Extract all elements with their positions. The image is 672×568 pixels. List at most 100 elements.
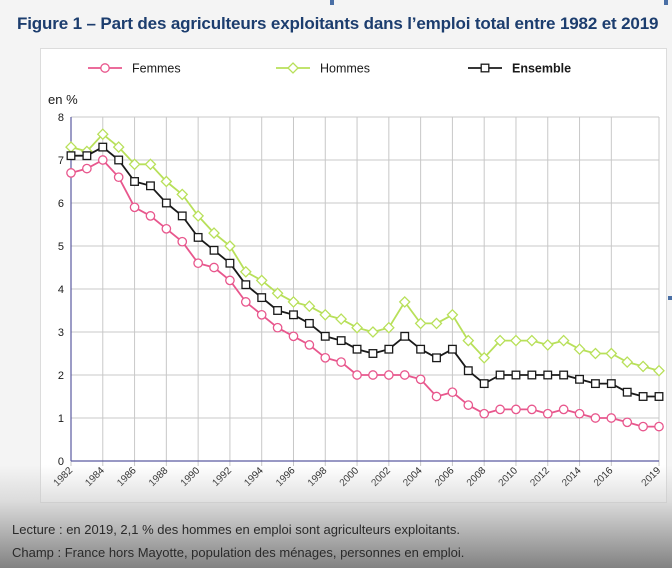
femmes-point bbox=[161, 223, 172, 234]
legend-label: Ensemble bbox=[512, 62, 571, 76]
hommes-point bbox=[621, 356, 634, 369]
ensemble-point bbox=[98, 142, 108, 152]
ensemble-point bbox=[320, 331, 330, 341]
ensemble-point bbox=[225, 258, 235, 268]
ensemble-point bbox=[209, 245, 219, 255]
hommes-point bbox=[351, 321, 363, 334]
legend-item-femmes: Femmes bbox=[88, 62, 181, 76]
x-tick-label: 2002 bbox=[369, 465, 393, 489]
grid bbox=[70, 116, 660, 466]
legend-item-hommes: Hommes bbox=[276, 62, 370, 76]
ensemble-point bbox=[130, 177, 140, 186]
femmes-point bbox=[399, 370, 410, 380]
legend-marker-diamond-icon bbox=[287, 62, 299, 74]
x-tick-label: 2008 bbox=[465, 465, 489, 489]
y-tick-label: 0 bbox=[58, 456, 64, 468]
femmes-point bbox=[288, 331, 299, 342]
ensemble-point bbox=[304, 318, 314, 328]
ensemble-point bbox=[257, 293, 267, 303]
hommes-point bbox=[510, 334, 522, 347]
x-tick-label: 2019 bbox=[640, 465, 664, 489]
ensemble-point bbox=[384, 344, 394, 354]
femmes-point bbox=[431, 391, 442, 402]
ensemble-point bbox=[289, 310, 298, 320]
ensemble-point bbox=[177, 211, 187, 221]
femmes-point bbox=[558, 404, 569, 415]
y-tick-label: 4 bbox=[58, 284, 64, 296]
ensemble-point bbox=[543, 370, 553, 380]
femmes-point bbox=[304, 340, 315, 350]
femmes-point bbox=[129, 202, 140, 213]
femmes-point bbox=[638, 421, 648, 432]
series-hommes bbox=[65, 128, 665, 377]
femmes-point bbox=[415, 374, 426, 385]
ensemble-point bbox=[606, 379, 616, 389]
hommes-point bbox=[192, 209, 205, 222]
legend-label: Femmes bbox=[132, 62, 181, 76]
x-tick-label: 1988 bbox=[147, 465, 171, 489]
x-tick-label: 1996 bbox=[274, 465, 298, 489]
hommes-point bbox=[430, 317, 443, 330]
x-axis-labels: 1982 1984 1986 1988 1990 1992 1994 1996 1998 2000… bbox=[52, 465, 664, 489]
femmes-point bbox=[542, 408, 553, 419]
top-marker bbox=[664, 0, 668, 5]
hommes-point bbox=[382, 321, 395, 334]
ensemble-point bbox=[161, 198, 171, 208]
hommes-point bbox=[367, 326, 379, 338]
hommes-point bbox=[271, 287, 284, 300]
y-tick-label: 7 bbox=[58, 155, 64, 167]
legend-item-ensemble: Ensemble bbox=[468, 62, 571, 76]
ensemble-point bbox=[273, 306, 283, 315]
femmes-point bbox=[479, 408, 490, 419]
hommes-line bbox=[70, 133, 660, 372]
hommes-point bbox=[414, 317, 427, 330]
ensemble-point bbox=[447, 344, 457, 354]
x-tick-label: 2006 bbox=[433, 465, 457, 489]
hommes-point bbox=[573, 343, 586, 356]
legend: Femmes Hommes Ensemble bbox=[88, 62, 571, 76]
ensemble-point bbox=[146, 181, 155, 191]
femmes-point bbox=[240, 297, 251, 307]
ensemble-point bbox=[114, 155, 124, 165]
y-axis-unit-label: en % bbox=[48, 92, 78, 107]
y-tick-label: 5 bbox=[58, 241, 64, 253]
ensemble-point bbox=[590, 379, 600, 389]
femmes-point bbox=[82, 163, 92, 174]
legend-label: Hommes bbox=[320, 62, 370, 76]
hommes-point bbox=[208, 227, 220, 240]
hommes-point bbox=[255, 274, 268, 287]
x-tick-label: 1998 bbox=[306, 465, 330, 489]
femmes-point bbox=[272, 322, 283, 333]
x-tick-label: 1984 bbox=[83, 465, 107, 489]
top-decoration bbox=[0, 0, 672, 5]
side-marker bbox=[668, 296, 672, 300]
hommes-point bbox=[128, 158, 141, 171]
femmes-point bbox=[654, 421, 664, 432]
y-tick-label: 3 bbox=[58, 327, 64, 339]
ensemble-point bbox=[400, 331, 410, 341]
ensemble-point bbox=[622, 387, 632, 397]
x-tick-label: 2010 bbox=[497, 465, 521, 489]
ensemble-line bbox=[71, 146, 659, 398]
legend-marker-square-icon bbox=[480, 63, 490, 73]
y-tick-label: 2 bbox=[58, 370, 64, 382]
femmes-point bbox=[113, 172, 124, 183]
x-tick-label: 2016 bbox=[592, 465, 616, 489]
femmes-point bbox=[336, 357, 347, 367]
femmes-point bbox=[590, 413, 601, 423]
hommes-point bbox=[478, 351, 491, 364]
femmes-point bbox=[193, 258, 203, 269]
figure-title: Figure 1 – Part des agriculteurs exploit… bbox=[17, 14, 659, 33]
y-tick-label: 8 bbox=[58, 112, 64, 124]
top-marker bbox=[330, 0, 334, 5]
hommes-point bbox=[541, 338, 554, 351]
femmes-point bbox=[447, 387, 458, 398]
series-femmes bbox=[66, 155, 664, 432]
femmes-point bbox=[145, 211, 156, 221]
femmes-point bbox=[97, 155, 108, 165]
hommes-point bbox=[287, 295, 300, 308]
femmes-point bbox=[622, 417, 633, 428]
femmes-point bbox=[368, 370, 378, 380]
hommes-point bbox=[303, 300, 316, 313]
ensemble-point bbox=[638, 392, 648, 401]
